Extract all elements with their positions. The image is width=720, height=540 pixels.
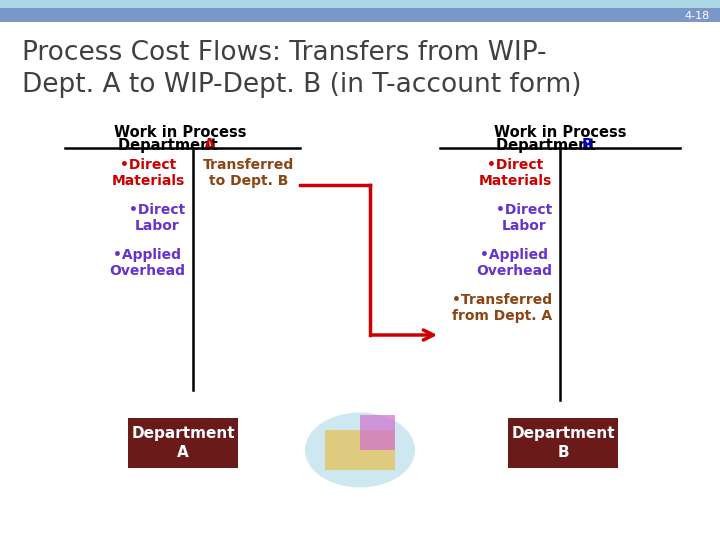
Text: •Direct
Labor: •Direct Labor bbox=[129, 203, 185, 233]
Text: Department
B: Department B bbox=[511, 426, 615, 460]
Text: Work in Process: Work in Process bbox=[494, 125, 626, 140]
Text: Process Cost Flows: Transfers from WIP-: Process Cost Flows: Transfers from WIP- bbox=[22, 40, 546, 66]
Ellipse shape bbox=[305, 413, 415, 488]
Text: Department: Department bbox=[117, 138, 222, 153]
Text: •Direct
Materials: •Direct Materials bbox=[112, 158, 185, 187]
Bar bbox=[0, 0, 720, 8]
Text: B: B bbox=[582, 138, 593, 153]
Bar bbox=[508, 418, 618, 468]
Bar bbox=[128, 418, 238, 468]
Text: A: A bbox=[204, 138, 215, 153]
Bar bbox=[325, 430, 395, 470]
Text: •Transferred
from Dept. A: •Transferred from Dept. A bbox=[452, 293, 552, 322]
Text: •Applied
Overhead: •Applied Overhead bbox=[109, 248, 185, 278]
Bar bbox=[360, 415, 395, 450]
Text: •Direct
Materials: •Direct Materials bbox=[479, 158, 552, 187]
Text: •Applied
Overhead: •Applied Overhead bbox=[476, 248, 552, 278]
Text: Transferred
to Dept. B: Transferred to Dept. B bbox=[203, 158, 294, 187]
Text: •Direct
Labor: •Direct Labor bbox=[496, 203, 552, 233]
Text: Dept. A to WIP-Dept. B (in T-account form): Dept. A to WIP-Dept. B (in T-account for… bbox=[22, 72, 582, 98]
Text: 4-18: 4-18 bbox=[685, 11, 710, 21]
Text: Department: Department bbox=[495, 138, 600, 153]
Bar bbox=[0, 8, 720, 22]
Text: Department
A: Department A bbox=[131, 426, 235, 460]
Text: Work in Process: Work in Process bbox=[114, 125, 246, 140]
